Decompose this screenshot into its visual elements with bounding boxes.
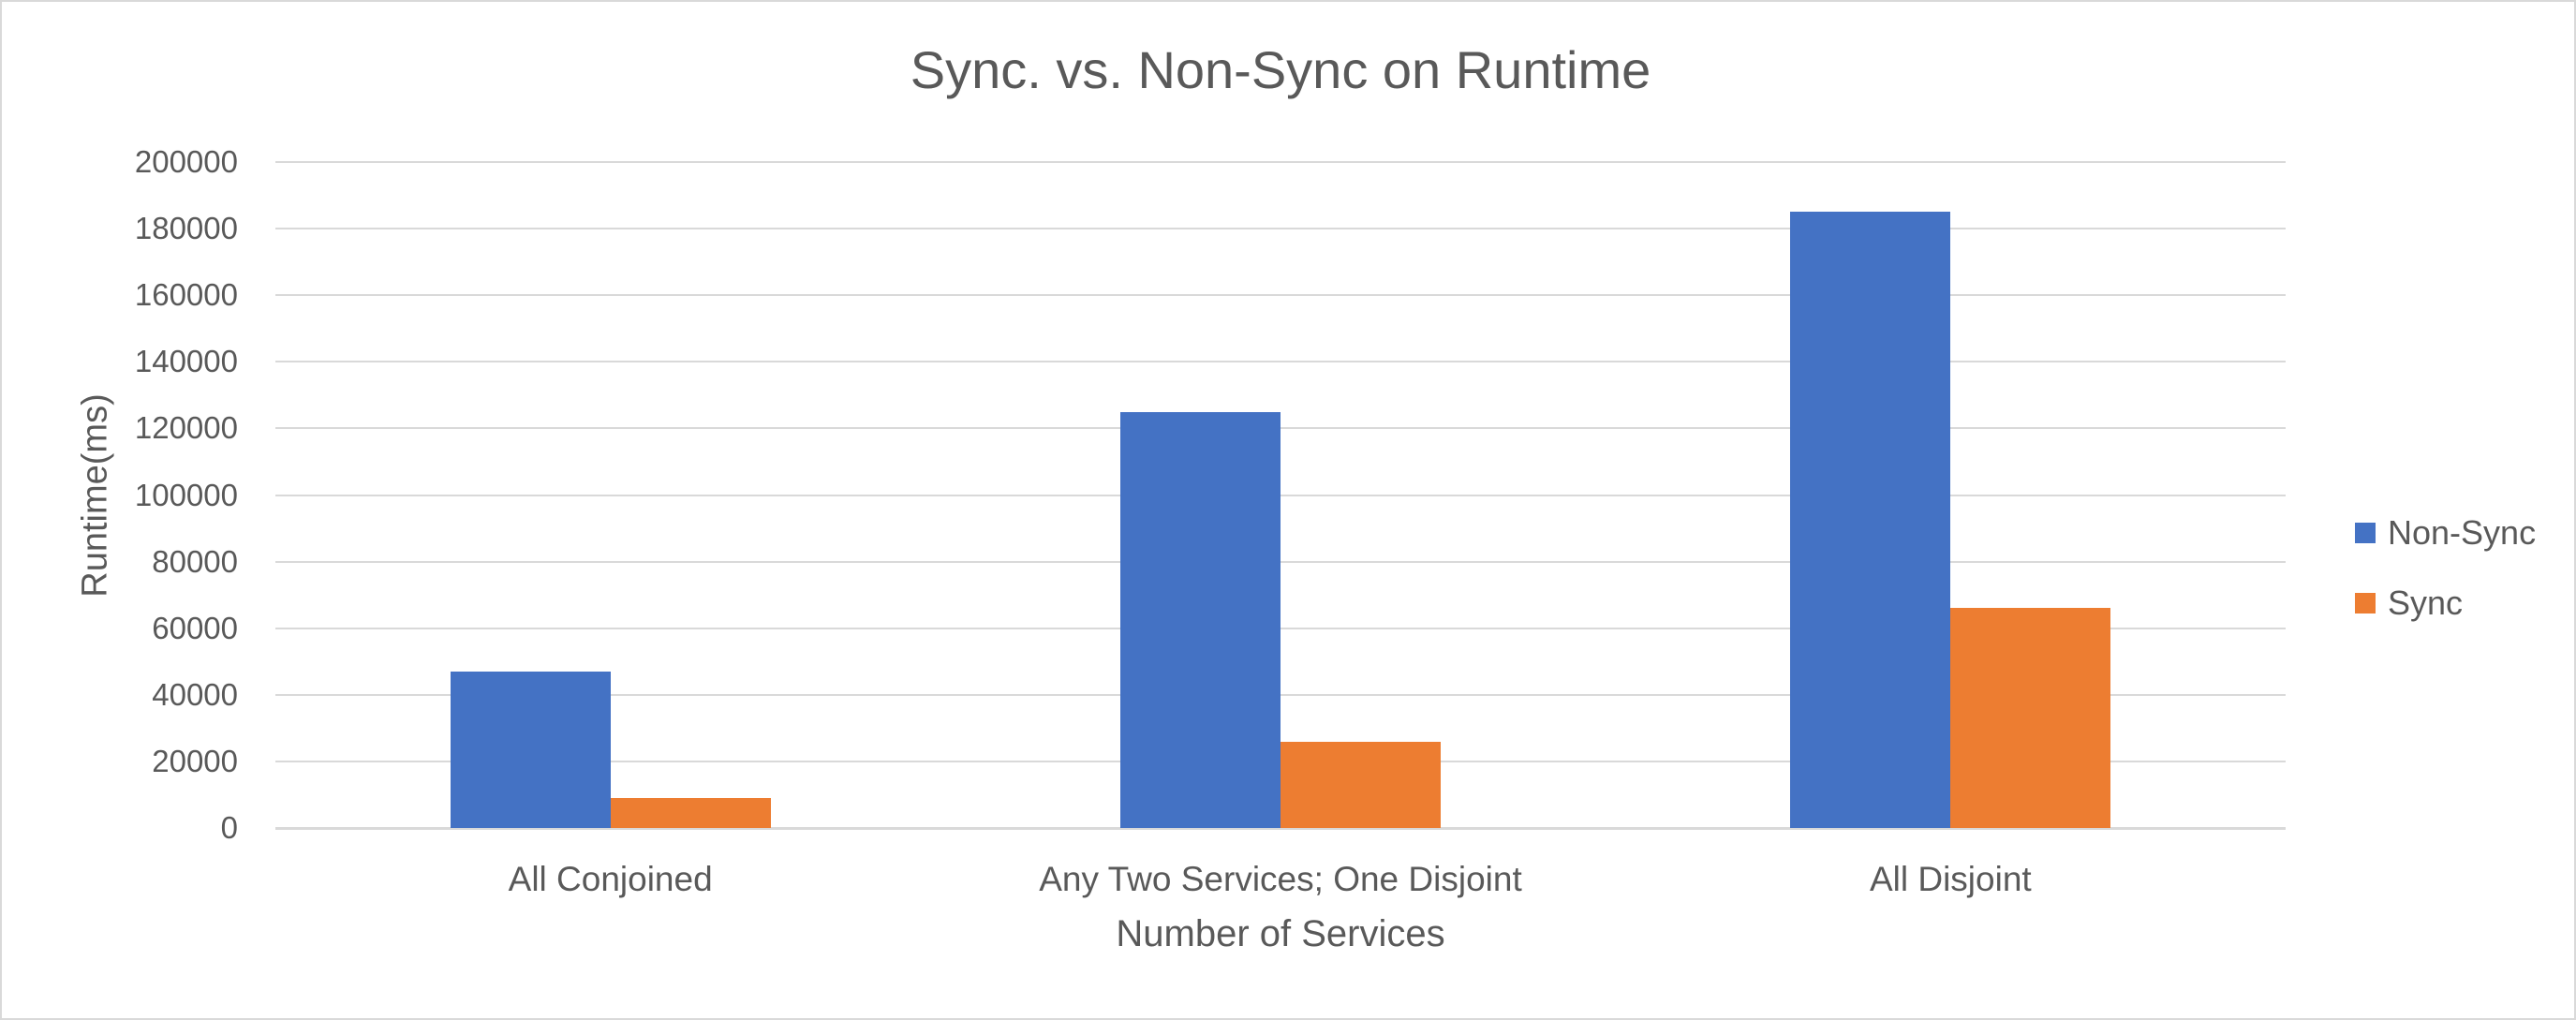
y-tick-label-100000: 100000 (134, 477, 238, 512)
x-category-label-1: All Conjoined (508, 860, 713, 898)
bar-non-sync-3 (1790, 212, 1951, 828)
gridline-80000 (275, 560, 2286, 563)
gridline-180000 (275, 228, 2286, 230)
bar-non-sync-2 (1120, 412, 1281, 828)
gridline-120000 (275, 427, 2286, 430)
legend-label: Non-Sync (2388, 513, 2537, 552)
bar-non-sync-1 (450, 672, 611, 828)
y-tick-label-200000: 200000 (134, 144, 238, 179)
y-tick-label-60000: 60000 (152, 610, 238, 645)
y-axis-title: Runtime(ms) (75, 393, 115, 598)
x-category-label-2: Any Two Services; One Disjoint (1039, 860, 1522, 898)
x-axis-title: Number of Services (1116, 913, 1445, 954)
y-tick-label-40000: 40000 (152, 676, 238, 712)
gridline-200000 (275, 161, 2286, 163)
legend-label: Sync (2388, 584, 2464, 622)
y-tick-label-180000: 180000 (134, 211, 238, 246)
gridline-60000 (275, 627, 2286, 629)
gridline-140000 (275, 361, 2286, 363)
y-tick-label-20000: 20000 (152, 743, 238, 778)
bar-sync-1 (610, 798, 771, 828)
legend-entry-non-sync: Non-Sync (2355, 512, 2536, 554)
legend: Non-Sync Sync (2355, 512, 2536, 653)
legend-entry-sync: Sync (2355, 583, 2536, 624)
legend-swatch-icon (2355, 593, 2376, 613)
gridline-160000 (275, 294, 2286, 297)
bar-sync-2 (1281, 742, 1441, 828)
chart-title: Sync. vs. Non-Sync on Runtime (910, 40, 1651, 99)
legend-swatch-icon (2355, 523, 2376, 543)
y-tick-label-0: 0 (220, 810, 238, 845)
y-tick-label-140000: 140000 (134, 344, 238, 379)
y-tick-label-160000: 160000 (134, 277, 238, 313)
gridline-40000 (275, 693, 2286, 696)
gridline-100000 (275, 494, 2286, 496)
bar-sync-3 (1950, 608, 2111, 828)
x-category-label-3: All Disjoint (1869, 860, 2032, 898)
y-tick-label-80000: 80000 (152, 543, 238, 579)
gridline-0 (275, 827, 2286, 830)
y-tick-label-120000: 120000 (134, 410, 238, 446)
